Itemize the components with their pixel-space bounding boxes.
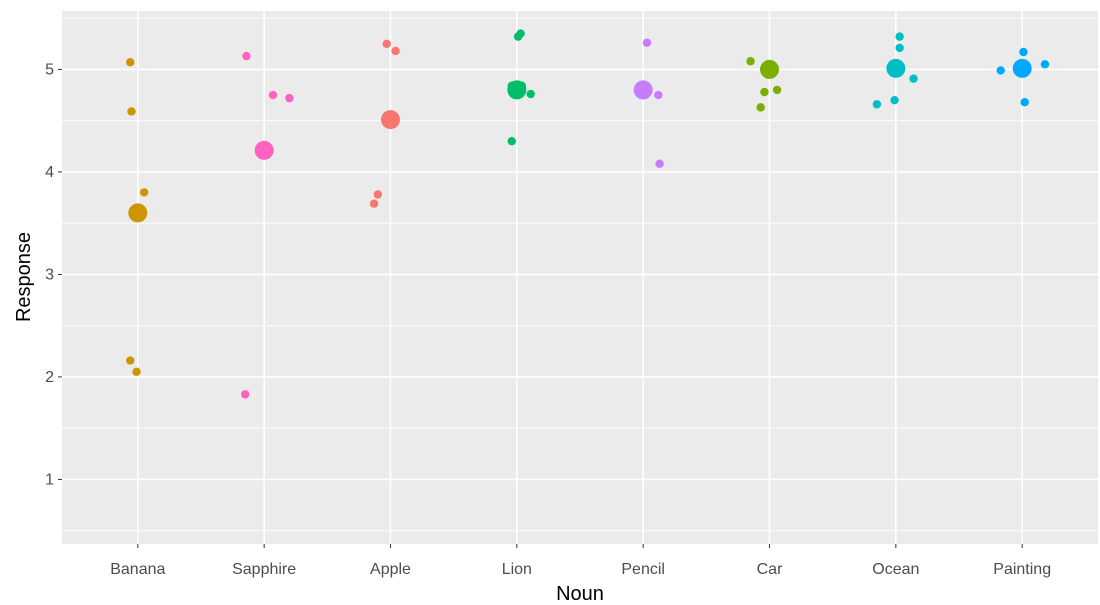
point-apple (382, 39, 391, 48)
mean-marker-lion (507, 80, 527, 100)
point-apple (373, 190, 383, 199)
point-ocean (909, 74, 918, 83)
mean-marker-pencil (633, 80, 653, 100)
point-car (760, 87, 769, 97)
point-pencil (654, 90, 663, 100)
point-sapphire (285, 93, 294, 103)
y-tick-label: 2 (45, 369, 54, 386)
point-painting (996, 66, 1005, 75)
mean-marker-painting (1012, 58, 1032, 78)
x-tick-label-lion: Lion (502, 561, 532, 578)
x-tick-label-banana: Banana (110, 561, 165, 578)
point-lion (513, 32, 523, 41)
point-ocean (890, 95, 899, 105)
plot-panel (62, 11, 1098, 544)
mean-marker-ocean (886, 58, 906, 78)
mean-marker-apple (380, 110, 400, 130)
point-painting (1040, 60, 1050, 69)
mean-markers (128, 58, 1032, 223)
point-ocean (895, 43, 904, 53)
point-ocean (895, 32, 904, 41)
mean-marker-sapphire (254, 140, 274, 160)
point-banana (127, 107, 136, 116)
point-apple (391, 46, 400, 56)
mean-marker-banana (128, 203, 148, 223)
point-car (756, 103, 765, 112)
x-axis: Banana Sapphire Apple Lion Pencil Car Ocean Pai… (110, 544, 1051, 578)
y-axis: 1 2 3 4 5 (45, 61, 62, 488)
point-banana (126, 356, 135, 365)
point-banana (139, 188, 149, 197)
point-ocean (872, 100, 882, 109)
point-banana (132, 367, 141, 376)
y-tick-label: 5 (45, 61, 54, 78)
x-tick-label-pencil: Pencil (621, 561, 665, 578)
point-pencil (642, 38, 652, 47)
x-tick-label-apple: Apple (370, 561, 411, 578)
point-car (772, 85, 782, 95)
point-sapphire (268, 90, 278, 100)
mean-marker-car (760, 59, 780, 79)
point-apple (369, 199, 379, 208)
point-sapphire (240, 390, 250, 399)
y-tick-label: 3 (45, 266, 54, 283)
x-axis-title: Noun (556, 583, 604, 605)
y-axis-title: Response (13, 232, 35, 322)
point-banana (126, 58, 135, 67)
point-lion (507, 136, 516, 146)
point-painting (1020, 98, 1029, 107)
point-sapphire (242, 51, 251, 61)
x-tick-label-ocean: Ocean (872, 561, 919, 578)
y-tick-label: 4 (45, 164, 54, 181)
grid-lines (62, 11, 1098, 544)
x-tick-label-sapphire: Sapphire (232, 561, 296, 578)
point-pencil (655, 159, 664, 168)
point-painting (1019, 47, 1028, 57)
x-tick-label-car: Car (757, 561, 783, 578)
y-tick-label: 1 (45, 471, 54, 488)
point-lion (526, 89, 535, 99)
x-tick-label-painting: Painting (993, 561, 1051, 578)
point-car (746, 57, 755, 66)
